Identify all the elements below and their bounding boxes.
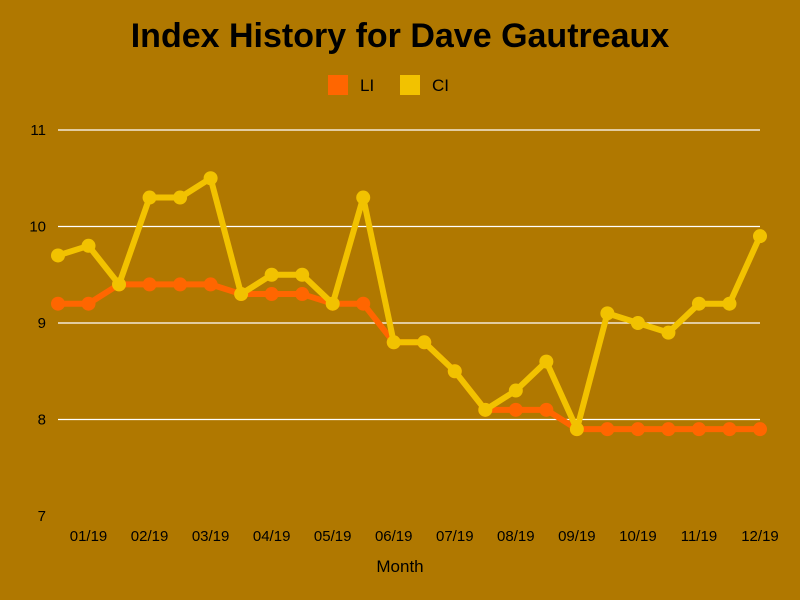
x-tick-label: 04/19 <box>253 528 291 545</box>
data-point <box>356 296 371 311</box>
data-point <box>203 277 218 292</box>
data-point <box>142 277 157 292</box>
x-tick-label: 12/19 <box>741 528 779 545</box>
data-point <box>600 422 615 437</box>
series-layer <box>51 171 767 437</box>
legend-label-li: LI <box>360 76 374 95</box>
series-line <box>55 281 763 433</box>
chart-title: Index History for Dave Gautreaux <box>131 17 670 55</box>
data-point <box>173 190 188 205</box>
x-tick-label: 10/19 <box>619 528 657 545</box>
data-point <box>142 190 157 205</box>
data-point <box>508 402 523 417</box>
data-point <box>264 267 279 282</box>
data-point <box>569 422 584 437</box>
data-point <box>753 229 767 244</box>
x-tick-label: 07/19 <box>436 528 474 545</box>
data-point <box>661 325 676 340</box>
x-tick-label: 02/19 <box>131 528 169 545</box>
data-point <box>539 402 554 417</box>
data-point <box>386 335 401 350</box>
legend: LI CI <box>328 75 449 95</box>
data-point <box>600 306 615 321</box>
data-point <box>81 296 96 311</box>
data-point <box>295 267 310 282</box>
x-tick-label: 09/19 <box>558 528 596 545</box>
series-ci <box>51 171 767 437</box>
x-axis-ticks: 01/19 02/19 03/19 04/19 05/19 06/19 07/19 08/19… <box>70 528 779 545</box>
data-point <box>691 422 706 437</box>
data-point <box>81 238 96 253</box>
data-point <box>753 422 767 437</box>
data-point <box>234 287 249 302</box>
data-point <box>295 287 310 302</box>
data-point <box>630 316 645 330</box>
x-tick-label: 06/19 <box>375 528 413 545</box>
x-tick-label: 03/19 <box>192 528 230 545</box>
legend-swatch-li <box>328 75 348 95</box>
data-point <box>173 277 188 292</box>
x-tick-label: 01/19 <box>70 528 108 545</box>
gridlines <box>58 129 760 421</box>
data-point <box>478 402 493 417</box>
data-point <box>51 296 65 311</box>
x-tick-label: 11/19 <box>681 528 717 545</box>
x-axis-label: Month <box>376 557 423 576</box>
data-point <box>264 287 279 302</box>
series-line <box>55 175 763 433</box>
legend-swatch-ci <box>400 75 420 95</box>
x-tick-label: 08/19 <box>497 528 535 545</box>
data-point <box>417 335 432 350</box>
data-point <box>356 190 371 205</box>
x-tick-label: 05/19 <box>314 528 352 545</box>
y-tick-label: 9 <box>38 315 46 332</box>
data-point <box>508 383 523 398</box>
y-tick-label: 8 <box>38 412 46 429</box>
data-point <box>722 296 737 311</box>
data-point <box>203 171 218 186</box>
data-point <box>722 422 737 437</box>
data-point <box>51 248 65 263</box>
data-point <box>661 422 676 437</box>
data-point <box>630 422 645 437</box>
data-point <box>447 364 462 379</box>
y-tick-label: 10 <box>29 219 46 236</box>
legend-label-ci: CI <box>432 76 449 95</box>
y-tick-label: 11 <box>30 122 46 139</box>
series-li <box>51 277 767 437</box>
data-point <box>691 296 706 311</box>
data-point <box>112 277 127 292</box>
data-point <box>325 296 340 311</box>
y-axis-ticks: 7 8 9 10 11 <box>29 122 46 525</box>
data-point <box>539 354 554 369</box>
y-tick-label: 7 <box>38 508 46 525</box>
